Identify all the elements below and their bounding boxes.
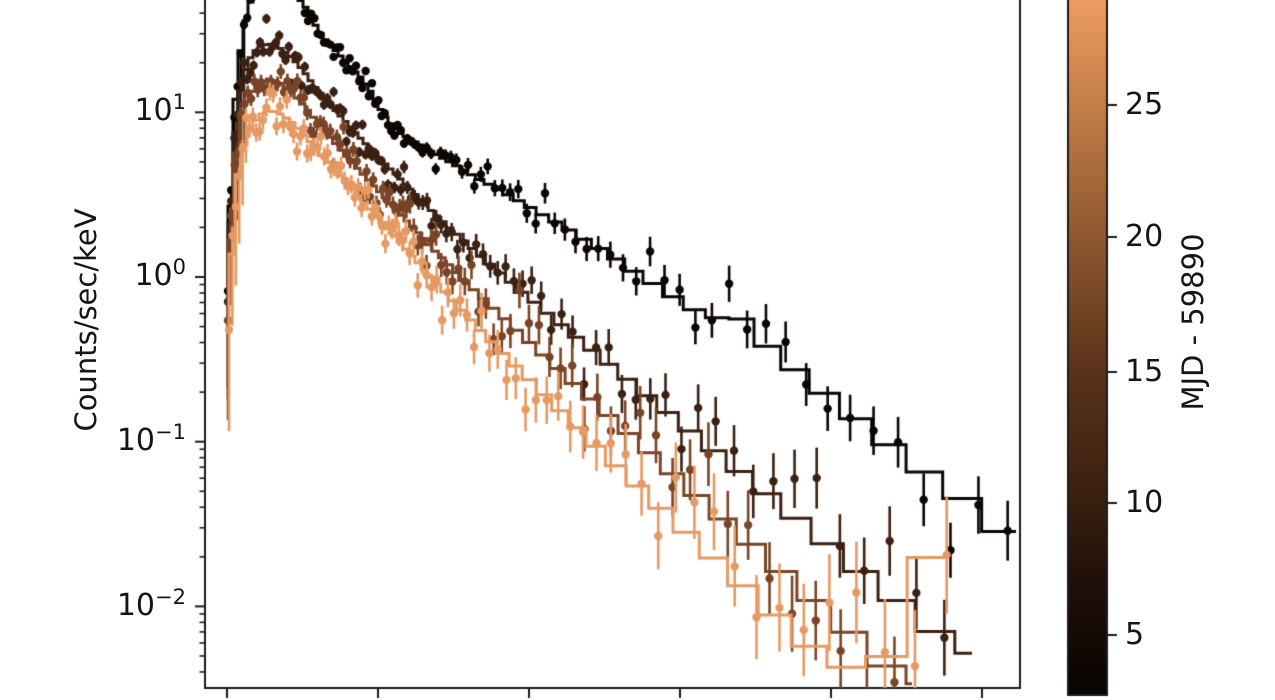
y-axis-label: Counts/sec/keV bbox=[69, 208, 103, 432]
y-tick-label: 101 bbox=[134, 89, 186, 128]
y-tick-label: 10−1 bbox=[116, 419, 186, 458]
colorbar-label: MJD - 59890 bbox=[1176, 233, 1210, 411]
colorbar-tick-label: 25 bbox=[1125, 86, 1164, 122]
colorbar-tick-label: 10 bbox=[1125, 484, 1164, 520]
y-tick-label: 100 bbox=[134, 254, 186, 293]
colorbar-tick-label: 20 bbox=[1125, 218, 1164, 254]
y-tick-label: 10−2 bbox=[116, 584, 186, 623]
colorbar-tick-label: 5 bbox=[1125, 616, 1145, 652]
colorbar-tick-label: 15 bbox=[1125, 353, 1164, 389]
